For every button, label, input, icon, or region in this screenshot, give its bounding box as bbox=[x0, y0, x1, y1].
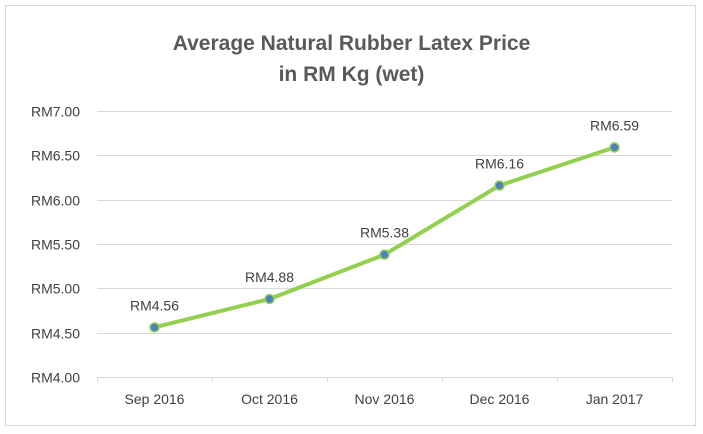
y-tick-label: RM5.50 bbox=[31, 237, 80, 253]
data-point bbox=[609, 142, 620, 153]
y-tick-label: RM4.50 bbox=[31, 326, 80, 342]
x-tick-label: Jan 2017 bbox=[586, 391, 644, 407]
x-tick-label: Nov 2016 bbox=[355, 391, 415, 407]
data-label: RM5.38 bbox=[360, 225, 409, 241]
x-tick-label: Dec 2016 bbox=[470, 391, 530, 407]
y-tick-labels: RM4.00 RM4.50 RM5.00 RM5.50 RM6.00 RM6.50 RM7.… bbox=[31, 104, 80, 386]
data-label: RM4.88 bbox=[245, 269, 294, 285]
x-tick-label: Sep 2016 bbox=[125, 391, 185, 407]
gridlines bbox=[97, 111, 672, 334]
data-markers bbox=[149, 142, 620, 333]
y-tick-label: RM7.00 bbox=[31, 104, 80, 120]
data-label: RM6.59 bbox=[590, 117, 639, 133]
y-tick-label: RM5.00 bbox=[31, 281, 80, 297]
y-tick-label: RM6.00 bbox=[31, 193, 80, 209]
data-point bbox=[494, 180, 505, 191]
x-tick-labels: Sep 2016 Oct 2016 Nov 2016 Dec 2016 Jan 2017 bbox=[125, 391, 644, 407]
y-tick-label: RM6.50 bbox=[31, 148, 80, 164]
y-tick-label: RM4.00 bbox=[31, 370, 80, 386]
chart-title-line-1: Average Natural Rubber Latex Price bbox=[172, 32, 531, 55]
data-label: RM6.16 bbox=[475, 155, 524, 171]
data-point bbox=[379, 249, 390, 260]
data-point bbox=[264, 293, 275, 305]
chart-title: Average Natural Rubber Latex Price in RM… bbox=[0, 28, 703, 90]
data-point bbox=[149, 322, 160, 333]
chart-title-line-2: in RM Kg (wet) bbox=[278, 63, 425, 86]
data-label: RM4.56 bbox=[130, 297, 179, 313]
axes bbox=[97, 377, 673, 382]
data-labels: RM4.56 RM4.88 RM5.38 RM6.16 RM6.59 bbox=[130, 117, 639, 313]
chart-frame bbox=[5, 5, 696, 426]
x-tick-label: Oct 2016 bbox=[241, 391, 298, 407]
